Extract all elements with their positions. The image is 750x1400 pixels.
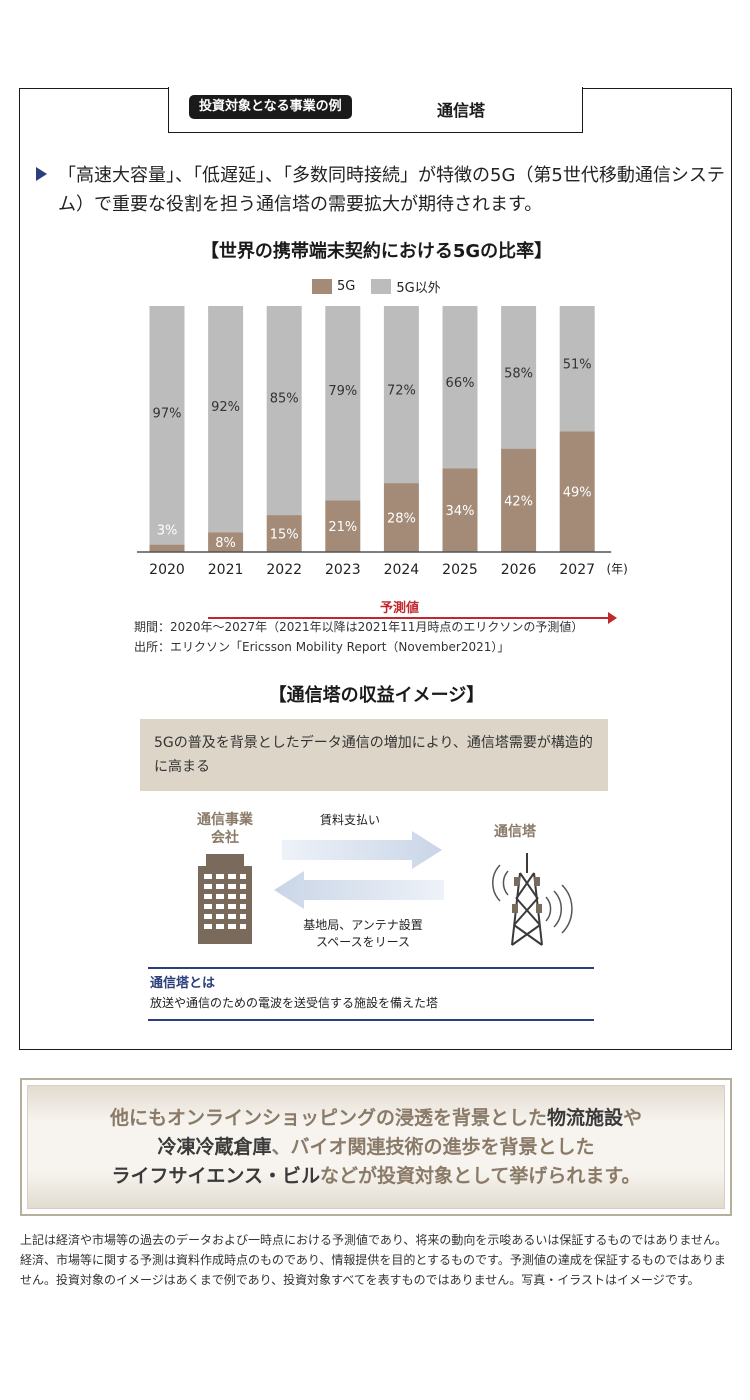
x-axis-unit: (年)	[607, 562, 628, 576]
tick-label-2025: 2025	[442, 562, 478, 578]
office-building-icon	[198, 854, 252, 944]
chart-period-note: 期間：2020年〜2027年（2021年以降は2021年11月時点のエリクソンの…	[134, 620, 584, 634]
data-label-other-2026: 58%	[504, 366, 533, 381]
lead-paragraph: 「高速大容量」、「低遅延」、「多数同時接続」が特徴の5G（第5世代移動通信システ…	[36, 161, 726, 219]
chart-source-note: 出所：エリクソン「Ericsson Mobility Report（Novemb…	[134, 640, 510, 654]
promo-part-3: 、バイオ関連技術の進歩を背景とした	[271, 1136, 595, 1158]
bullet-triangle-icon	[36, 167, 47, 181]
bar-other-2023	[325, 306, 361, 501]
rent-payment-label: 賃料支払い	[320, 813, 381, 827]
bar-5g-2024	[383, 483, 419, 552]
bar-5g-2020	[149, 544, 185, 552]
data-label-5g-2025: 34%	[446, 504, 475, 519]
data-label-other-2021: 92%	[211, 400, 240, 415]
promo-highlight-cold-storage: 冷凍冷蔵倉庫	[157, 1136, 272, 1158]
tick-label-2020: 2020	[149, 562, 185, 578]
header-title: 通信塔	[437, 101, 486, 120]
bar-5g-2026	[501, 448, 537, 552]
lease-label: 基地局、アンテナ設置 スペースをリース	[303, 918, 423, 949]
promo-part-4: などが投資対象として挙げられます。	[319, 1165, 641, 1187]
data-label-other-2027: 51%	[563, 358, 592, 373]
bar-other-2027	[559, 306, 595, 432]
legend-swatch-5g	[312, 279, 332, 294]
content-panel: 投資対象となる事業の例 通信塔 「高速大容量」、「低遅延」、「多数同時接続」が特…	[19, 87, 732, 1050]
legend-swatch-other	[371, 279, 392, 294]
bar-5g-2022	[266, 515, 302, 552]
definition-box: 通信塔とは 放送や通信のための電波を送受信する施設を備えた塔	[148, 967, 594, 1021]
tick-label-2022: 2022	[266, 562, 302, 578]
header-tab: 投資対象となる事業の例 通信塔	[168, 87, 583, 133]
legend-label-5g: 5G	[337, 279, 356, 294]
data-label-other-2022: 85%	[270, 392, 299, 407]
promo-highlight-logistics: 物流施設	[546, 1107, 623, 1129]
data-label-other-2023: 79%	[328, 384, 357, 399]
data-label-other-2025: 66%	[446, 376, 475, 391]
forecast-arrow-icon	[608, 612, 617, 624]
tick-label-2021: 2021	[208, 562, 244, 578]
lead-text: 「高速大容量」、「低遅延」、「多数同時接続」が特徴の5G（第5世代移動通信システ…	[58, 165, 725, 215]
bar-other-2025	[442, 306, 478, 469]
legend-item-5g: 5G	[312, 279, 355, 294]
data-label-5g-2027: 49%	[563, 486, 592, 501]
tick-label-2024: 2024	[384, 562, 420, 578]
promo-banner: 他にもオンラインショッピングの浸透を背景とした物流施設や 冷凍冷蔵倉庫、バイオ関…	[20, 1078, 732, 1216]
data-label-5g-2021: 8%	[215, 536, 236, 551]
chart-legend: 5G 5G以外	[312, 277, 457, 296]
definition-title: 通信塔とは	[150, 976, 216, 991]
promo-highlight-life-science: ライフサイエンス・ビル	[111, 1165, 320, 1187]
forecast-label: 予測値	[380, 601, 420, 616]
arrow-right-icon	[282, 831, 442, 869]
promo-text: 他にもオンラインショッピングの浸透を背景とした物流施設や 冷凍冷蔵倉庫、バイオ関…	[27, 1085, 725, 1209]
data-label-5g-2024: 28%	[387, 512, 416, 527]
bar-other-2026	[501, 306, 537, 449]
header-pill: 投資対象となる事業の例	[189, 95, 352, 119]
company-label: 通信事業 会社	[197, 812, 253, 846]
tick-label-2023: 2023	[325, 562, 361, 578]
bar-other-2020	[149, 306, 185, 545]
bar-other-2022	[266, 306, 302, 516]
data-label-other-2024: 72%	[387, 384, 416, 399]
data-label-5g-2023: 21%	[328, 520, 357, 535]
promo-part-2: や	[623, 1107, 643, 1129]
tick-label-2026: 2026	[501, 562, 537, 578]
revenue-title: 【通信塔の収益イメージ】	[268, 685, 485, 706]
bar-5g-2021	[208, 532, 244, 552]
tick-label-2027: 2027	[559, 562, 595, 578]
arrow-left-icon	[274, 871, 444, 909]
revenue-summary: 5Gの普及を背景としたデータ通信の増加により、通信塔需要が構造的に高まる	[140, 719, 608, 791]
data-label-5g-2022: 15%	[270, 528, 299, 543]
bar-5g-2023	[325, 500, 361, 552]
data-label-other-2020: 97%	[153, 406, 182, 421]
data-label-5g-2020: 3%	[157, 524, 178, 539]
forecast-arrow-line	[208, 617, 610, 619]
telecom-tower-icon	[492, 853, 573, 946]
legend-item-other: 5G以外	[371, 277, 441, 296]
promo-part-1: 他にもオンラインショッピングの浸透を背景とした	[109, 1107, 547, 1129]
chart-title: 【世界の携帯端末契約における5Gの比率】	[200, 241, 553, 262]
definition-text: 放送や通信のための電波を送受信する施設を備えた塔	[150, 996, 439, 1010]
data-label-5g-2026: 42%	[504, 494, 533, 509]
disclaimer-text: 上記は経済や市場等の過去のデータおよび一時点における予測値であり、将来の動向を示…	[20, 1233, 728, 1287]
tower-label: 通信塔	[494, 824, 536, 840]
legend-label-other: 5G以外	[396, 281, 441, 296]
bar-5g-2025	[442, 468, 478, 552]
stacked-bar-chart: 97% 3% 2020 92% 8% 2021 85% 15% 2022 79% 21% 2023 72…	[137, 306, 628, 578]
bar-other-2021	[208, 306, 244, 533]
bar-other-2024	[383, 306, 419, 484]
bar-5g-2027	[559, 431, 595, 552]
